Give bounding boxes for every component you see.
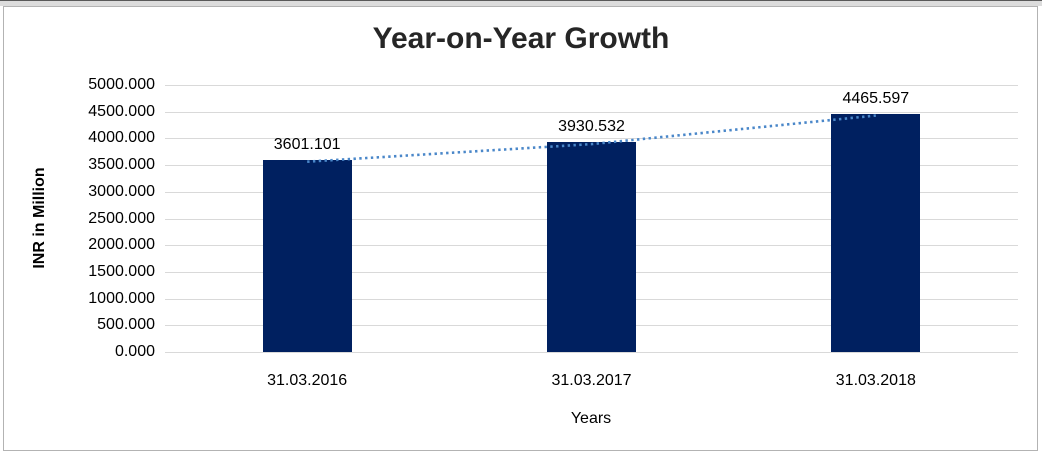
chart-title: Year-on-Year Growth	[372, 22, 670, 55]
bar	[547, 142, 636, 352]
y-tick-label: 4500.000	[88, 102, 155, 120]
y-tick-label: 3500.000	[88, 156, 155, 174]
bar-value-label: 3601.101	[273, 135, 341, 153]
y-tick-label: 3000.000	[88, 182, 155, 200]
bar	[831, 113, 921, 352]
x-tick-label: 31.03.2016	[267, 372, 348, 389]
x-axis-title: Years	[570, 410, 612, 427]
x-tick-label: 31.03.2018	[835, 372, 916, 389]
y-tick-label: 4000.000	[88, 129, 155, 147]
gridline	[165, 111, 1018, 113]
y-tick-label: 500.000	[97, 316, 155, 334]
y-tick-label: 5000.000	[88, 76, 155, 93]
window-top-edge	[0, 0, 1042, 6]
bar-value-label: 3930.532	[558, 118, 625, 136]
y-tick-label: 1000.000	[88, 289, 155, 307]
y-tick-label: 0.000	[114, 343, 155, 360]
gridline	[165, 85, 1018, 86]
y-tick-label: 2000.000	[88, 236, 155, 254]
x-tick-label: 31.03.2017	[551, 372, 632, 389]
y-tick-label: 2500.000	[88, 209, 155, 227]
y-tick-label: 1500.000	[88, 262, 155, 280]
bar-value-label: 4465.597	[842, 89, 910, 107]
gridline	[165, 352, 1018, 353]
bar	[262, 159, 352, 352]
